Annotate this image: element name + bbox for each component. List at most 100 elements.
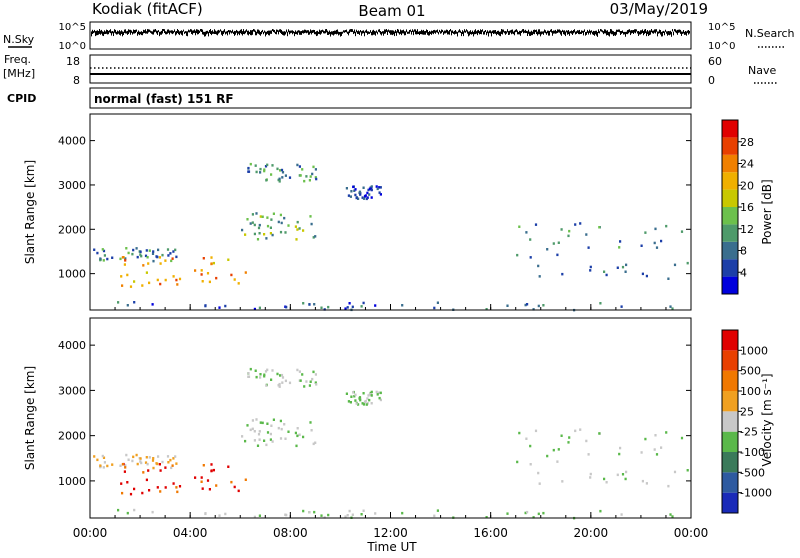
colorbar-tick-label: -25 [740,426,758,439]
nsky-sample [667,31,668,36]
nsky-sample [176,31,177,35]
nsky-sample [602,30,603,33]
nsky-sample [389,30,390,34]
echo-cell [529,444,532,448]
echo-cell [249,367,252,371]
echo-cell [598,226,601,229]
echo-cell [279,213,282,217]
echo-cell [146,256,149,259]
echo-cell [272,418,275,421]
nsky-sample [410,29,411,32]
nsky-sample [232,29,233,33]
nsky-sample [234,30,235,36]
echo-cell [200,476,203,479]
nsky-sample [304,29,305,34]
nsky-sample [243,29,244,34]
echo-cell [164,278,167,282]
echo-cell [241,435,244,438]
echo-cell [280,221,283,225]
echo-cell [278,385,281,388]
echo-cell [358,396,362,399]
echo-cell [93,455,96,458]
nsky-sample [392,30,393,36]
colorbar-tick-label: -1000 [740,487,772,500]
nsky-sample [235,31,236,35]
nsky-sample [163,29,164,32]
echo-cell [167,254,170,257]
nsky-sample [155,29,156,32]
nsky-sample [246,29,247,32]
nsky-sample [562,29,563,33]
nsky-sample [563,30,564,35]
echo-cell [204,512,207,516]
echo-cell [121,284,124,287]
echo-cell [93,248,96,251]
echo-cell [141,284,144,287]
nsky-sample [412,29,413,32]
nsky-sample [671,31,672,37]
echo-cell [247,170,250,173]
nsky-sample [202,29,203,35]
nsky-sample [325,29,326,34]
nsky-sample [538,29,539,35]
echo-cell [131,459,134,463]
nsky-sample [123,31,124,36]
echo-cell [158,463,161,466]
echo-cell [362,392,365,395]
nsky-sample [142,31,143,36]
nsky-sample [385,29,386,34]
nsky-tick-bottom: 10^0 [59,41,86,52]
nsky-sample [215,30,216,35]
nsky-sample [169,30,170,35]
x-tick-label: 04:00 [173,526,208,540]
nsky-sample [248,30,249,36]
echo-cell [667,277,670,280]
nsky-sample [648,31,649,37]
echo-cell [241,228,244,232]
nsky-sample [592,31,593,35]
echo-cell [255,170,258,174]
nsky-sample [551,29,552,33]
echo-cell [230,273,233,277]
nsky-sample [645,29,646,33]
echo-cell [279,374,282,377]
nave-tick-top: 60 [708,55,722,68]
nsky-sample [530,31,531,36]
echo-cell [145,478,148,482]
echo-cell [436,509,439,512]
nsky-sample [634,29,635,33]
nsky-sample [586,31,587,35]
nsky-sample [548,30,549,36]
echo-cell [346,514,349,517]
nsky-sample [514,30,515,36]
nsky-sample [521,30,522,33]
echo-cell [255,418,258,421]
echo-cell [303,385,306,388]
nsky-sample [225,31,226,35]
echo-cell [362,509,365,512]
echo-cell [524,303,527,307]
echo-cell [133,508,136,512]
echo-cell [379,186,382,189]
nsky-sample [326,29,327,33]
nsky-sample [511,29,512,35]
nsky-sample [452,30,453,34]
nsky-sample [271,30,272,34]
colorbar-segment [722,241,738,260]
velocity-ylabel: Slant Range [km] [23,366,37,470]
nsky-sample [222,31,223,36]
nsky-sample [620,31,621,35]
nsky-sample [638,31,639,36]
echo-cell [485,308,488,311]
nsky-sample [378,29,379,32]
echo-cell [598,432,601,435]
echo-cell [365,197,368,201]
nsky-sample [273,29,274,33]
nsky-sample [644,29,645,34]
nsky-sample [193,30,194,34]
nsky-sample [600,29,601,32]
nsky-sample [463,31,464,37]
echo-cell [129,285,133,288]
echo-cell [278,177,281,181]
nsky-sample [439,29,440,33]
